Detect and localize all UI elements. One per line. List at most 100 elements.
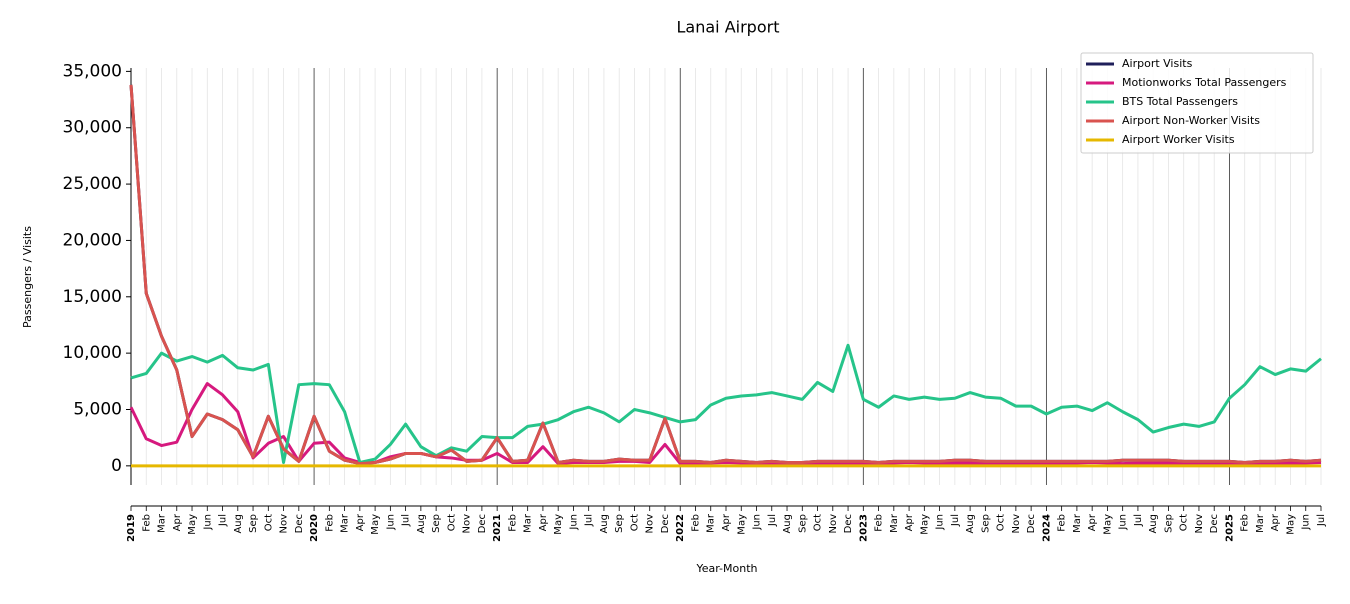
x-tick-label: Nov bbox=[1011, 514, 1022, 534]
x-tick-label: Aug bbox=[1148, 514, 1159, 534]
legend-label: Motionworks Total Passengers bbox=[1122, 76, 1287, 89]
x-tick-label: Feb bbox=[1057, 514, 1068, 532]
y-tick-label: 20,000 bbox=[63, 230, 122, 250]
y-tick-label: 25,000 bbox=[63, 174, 122, 194]
x-tick-label: Jun bbox=[1301, 514, 1312, 531]
x-tick-label: Oct bbox=[1179, 514, 1190, 531]
x-tick-label: Jun bbox=[1118, 514, 1129, 531]
x-tick-label: Feb bbox=[874, 514, 885, 532]
x-tick-label: Aug bbox=[965, 514, 976, 534]
x-tick-label: Jul bbox=[218, 514, 229, 527]
x-tick-label: Jun bbox=[202, 514, 213, 531]
x-tick-label: Jul bbox=[584, 514, 595, 527]
x-tick-label: Nov bbox=[1194, 514, 1205, 534]
x-tick-label: Jul bbox=[1316, 514, 1327, 527]
x-tick-label: Jul bbox=[401, 514, 412, 527]
x-tick-label: Dec bbox=[1026, 514, 1037, 533]
x-tick-label: Feb bbox=[1240, 514, 1251, 532]
x-tick-label: Apr bbox=[355, 513, 366, 531]
x-tick-label: Nov bbox=[828, 514, 839, 534]
x-tick-label: Mar bbox=[523, 513, 534, 533]
y-axis-label: Passengers / Visits bbox=[21, 226, 34, 328]
x-tick-label: Apr bbox=[1270, 513, 1281, 531]
y-tick-label: 30,000 bbox=[63, 118, 122, 138]
x-tick-label: Oct bbox=[263, 514, 274, 531]
chart-title: Lanai Airport bbox=[677, 18, 780, 37]
x-tick-label: 2025 bbox=[1224, 514, 1235, 542]
x-tick-label: Dec bbox=[843, 514, 854, 533]
x-tick-label: Jun bbox=[752, 514, 763, 531]
x-tick-label: 2020 bbox=[309, 514, 320, 542]
x-tick-label: Jun bbox=[568, 514, 579, 531]
legend-label: Airport Non-Worker Visits bbox=[1122, 114, 1260, 127]
x-tick-label: Nov bbox=[279, 514, 290, 534]
legend-label: BTS Total Passengers bbox=[1122, 95, 1238, 108]
x-tick-label: 2022 bbox=[675, 514, 686, 542]
x-tick-label: Aug bbox=[233, 514, 244, 534]
x-tick-label: Mar bbox=[1255, 513, 1266, 533]
x-tick-label: Oct bbox=[629, 514, 640, 531]
x-tick-label: May bbox=[1285, 514, 1296, 535]
x-tick-label: Apr bbox=[1087, 513, 1098, 531]
x-tick-label: Sep bbox=[980, 514, 991, 533]
x-tick-label: Sep bbox=[1163, 514, 1174, 533]
x-tick-label: Aug bbox=[599, 514, 610, 534]
x-tick-label: Dec bbox=[1209, 514, 1220, 533]
x-tick-label: Mar bbox=[706, 513, 717, 533]
x-tick-label: Oct bbox=[813, 514, 824, 531]
x-tick-label: Jul bbox=[950, 514, 961, 527]
x-tick-label: Jul bbox=[1133, 514, 1144, 527]
x-tick-label: 2019 bbox=[126, 514, 137, 542]
x-tick-label: May bbox=[553, 514, 564, 535]
x-tick-label: 2024 bbox=[1041, 514, 1052, 542]
x-tick-label: Jul bbox=[767, 514, 778, 527]
x-tick-label: May bbox=[1102, 514, 1113, 535]
x-tick-label: Jun bbox=[385, 514, 396, 531]
series-line bbox=[130, 343, 1322, 464]
x-tick-label: Mar bbox=[340, 513, 351, 533]
y-tick-label: 10,000 bbox=[63, 343, 122, 363]
x-tick-label: Feb bbox=[690, 514, 701, 532]
x-tick-label: 2021 bbox=[492, 514, 503, 542]
x-tick-label: Apr bbox=[721, 513, 732, 531]
x-tick-label: May bbox=[736, 514, 747, 535]
series-line bbox=[129, 382, 1322, 466]
x-tick-label: Nov bbox=[462, 514, 473, 534]
legend-label: Airport Visits bbox=[1122, 57, 1193, 70]
x-tick-label: May bbox=[919, 514, 930, 535]
y-tick-label: 15,000 bbox=[63, 287, 122, 307]
x-tick-label: Oct bbox=[996, 514, 1007, 531]
x-tick-label: Apr bbox=[172, 513, 183, 531]
x-tick-label: Jun bbox=[935, 514, 946, 531]
x-tick-label: Feb bbox=[507, 514, 518, 532]
x-tick-label: Nov bbox=[645, 514, 656, 534]
y-tick-label: 35,000 bbox=[63, 61, 122, 81]
x-tick-label: Dec bbox=[660, 514, 671, 533]
x-tick-label: Apr bbox=[538, 513, 549, 531]
x-tick-label: Aug bbox=[416, 514, 427, 534]
x-tick-label: 2023 bbox=[858, 514, 869, 542]
x-tick-label: Mar bbox=[1072, 513, 1083, 533]
x-tick-label: May bbox=[370, 514, 381, 535]
x-tick-label: Sep bbox=[431, 514, 442, 533]
x-tick-label: Oct bbox=[446, 514, 457, 531]
x-tick-label: Mar bbox=[889, 513, 900, 533]
x-tick-label: May bbox=[187, 514, 198, 535]
x-tick-label: Feb bbox=[324, 514, 335, 532]
legend-label: Airport Worker Visits bbox=[1122, 133, 1235, 146]
x-tick-label: Dec bbox=[294, 514, 305, 533]
legend-box bbox=[1080, 52, 1314, 154]
x-tick-label: Sep bbox=[614, 514, 625, 533]
x-tick-label: Feb bbox=[141, 514, 152, 532]
x-tick-label: Sep bbox=[797, 514, 808, 533]
x-tick-label: Apr bbox=[904, 513, 915, 531]
x-tick-label: Sep bbox=[248, 514, 259, 533]
y-tick-label: 5,000 bbox=[73, 399, 122, 419]
series-line bbox=[129, 84, 1322, 466]
x-tick-label: Dec bbox=[477, 514, 488, 533]
x-tick-label: Aug bbox=[782, 514, 793, 534]
x-tick-label: Mar bbox=[157, 513, 168, 533]
y-tick-label: 0 bbox=[111, 456, 122, 476]
x-axis-label: Year-Month bbox=[695, 562, 757, 575]
